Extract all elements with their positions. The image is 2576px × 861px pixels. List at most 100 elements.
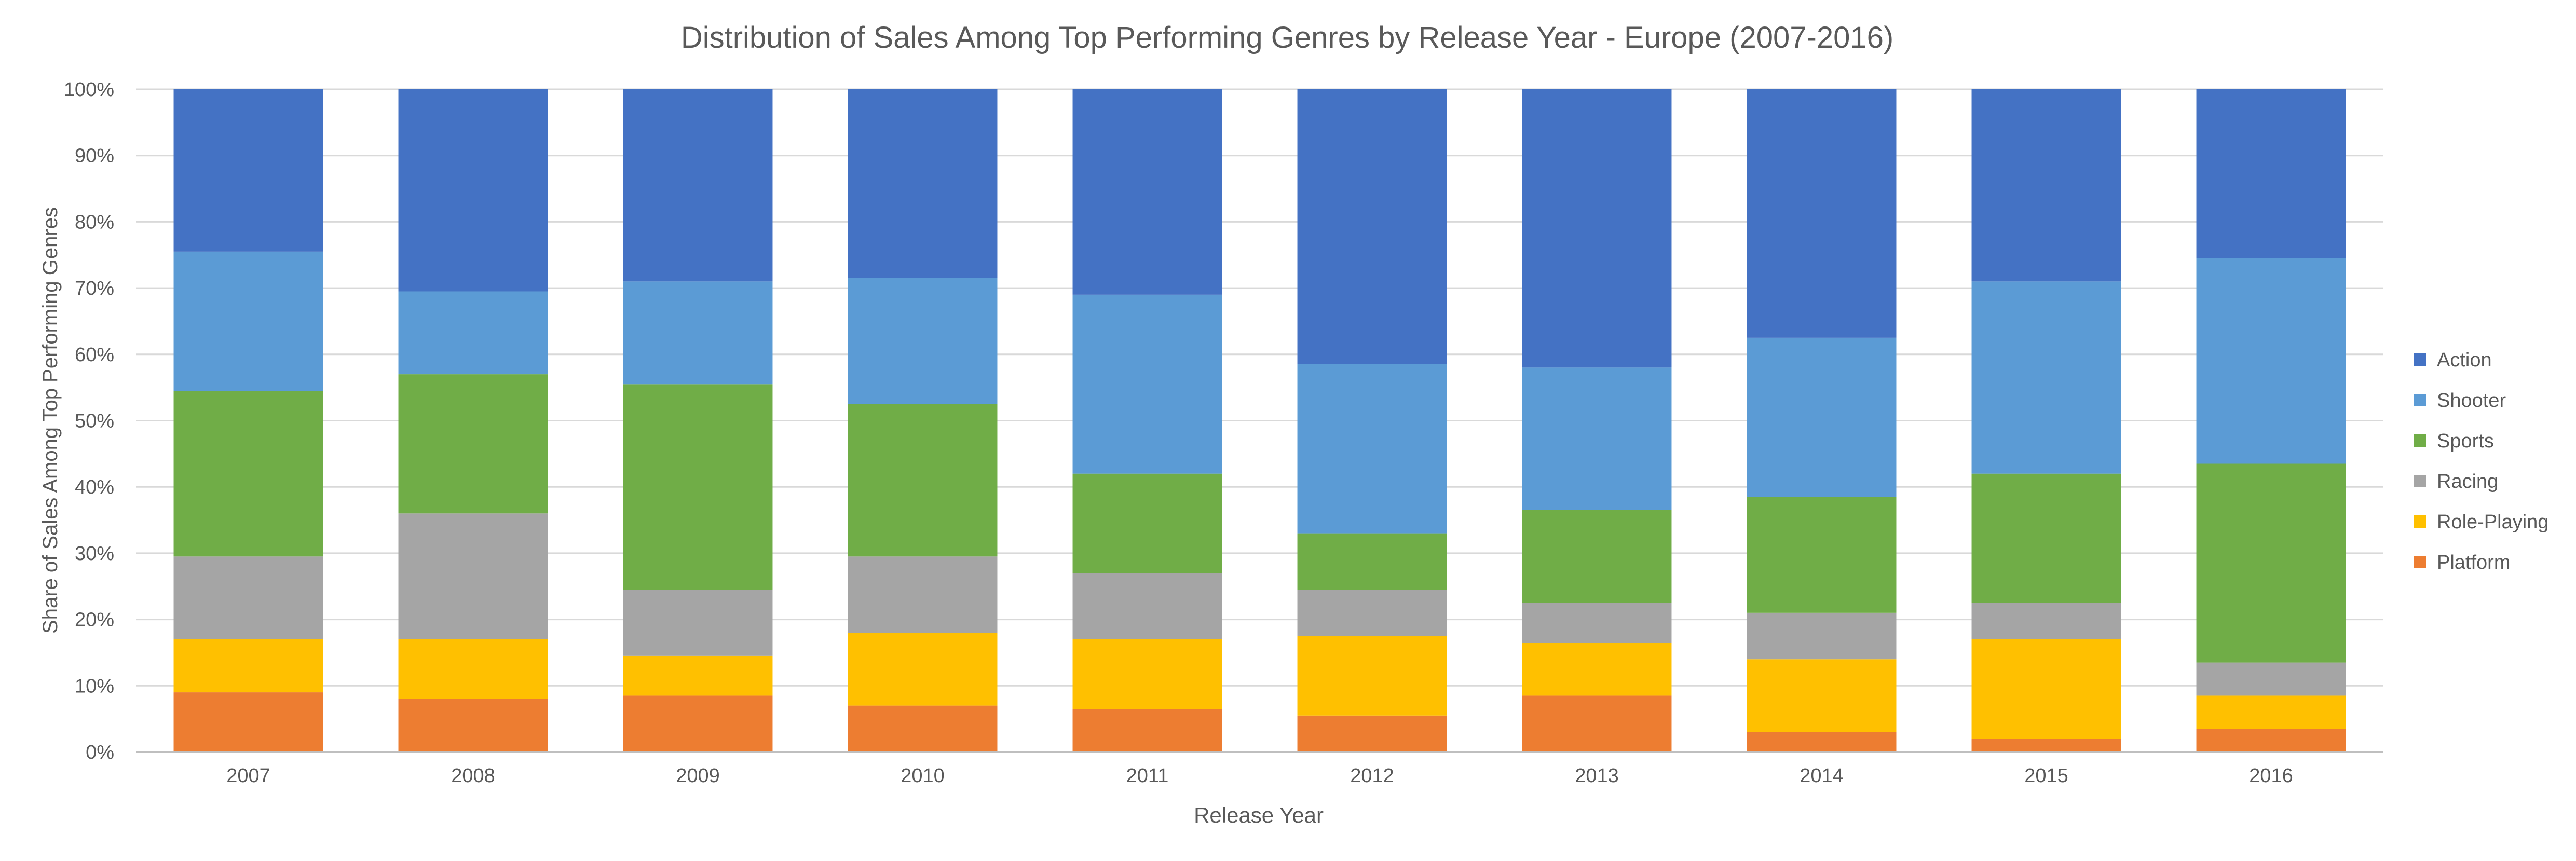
bar-segment-action-2016 <box>2196 89 2346 258</box>
bar-segment-shooter-2016 <box>2196 258 2346 464</box>
bar-segment-shooter-2012 <box>1297 364 1447 534</box>
bar-segment-racing-2007 <box>173 556 323 639</box>
bar-segment-sports-2014 <box>1747 497 1897 613</box>
y-tick-label: 80% <box>75 211 114 233</box>
bar-segment-shooter-2010 <box>848 278 998 404</box>
bar-segment-platform-2007 <box>173 692 323 752</box>
bar-segment-role-playing-2008 <box>398 639 548 699</box>
x-tick-label: 2013 <box>1575 765 1619 787</box>
bar-segment-platform-2008 <box>398 699 548 752</box>
bar-segment-role-playing-2011 <box>1072 639 1222 709</box>
bar-segment-role-playing-2010 <box>848 633 998 706</box>
bar-segment-racing-2012 <box>1297 590 1447 636</box>
bar-segment-platform-2013 <box>1522 695 1672 752</box>
bar-segment-shooter-2015 <box>1971 281 2121 474</box>
x-tick-label: 2012 <box>1350 765 1394 787</box>
bar-segment-action-2013 <box>1522 89 1672 368</box>
bar-segment-sports-2015 <box>1971 473 2121 603</box>
bar-segment-racing-2008 <box>398 513 548 639</box>
legend-label-role-playing: Role-Playing <box>2437 511 2548 533</box>
legend-swatch-sports <box>2414 434 2426 447</box>
legend-label-shooter: Shooter <box>2437 390 2506 412</box>
bar-segment-racing-2013 <box>1522 603 1672 643</box>
legend-label-platform: Platform <box>2437 552 2510 573</box>
y-tick-label: 50% <box>75 411 114 432</box>
legend-label-sports: Sports <box>2437 430 2494 452</box>
bar-segment-platform-2015 <box>1971 739 2121 752</box>
bar-segment-racing-2011 <box>1072 573 1222 639</box>
bar-segment-shooter-2009 <box>623 281 773 385</box>
x-tick-label: 2010 <box>901 765 945 787</box>
bar-segment-role-playing-2013 <box>1522 643 1672 696</box>
bar-segment-shooter-2013 <box>1522 367 1672 510</box>
bar-segment-sports-2013 <box>1522 510 1672 603</box>
x-tick-label: 2007 <box>226 765 270 787</box>
bar-segment-shooter-2008 <box>398 291 548 375</box>
bar-segment-sports-2010 <box>848 404 998 557</box>
legend-swatch-shooter <box>2414 394 2426 406</box>
bar-segment-sports-2011 <box>1072 473 1222 573</box>
legend: Action Shooter Sports Racing Role-Playing Pla… <box>2414 349 2548 573</box>
x-tick-label: 2015 <box>2024 765 2068 787</box>
y-tick-label: 60% <box>75 344 114 366</box>
bar-segment-role-playing-2016 <box>2196 695 2346 729</box>
bar-segment-sports-2009 <box>623 384 773 590</box>
legend-swatch-action <box>2414 353 2426 366</box>
bar-segment-racing-2016 <box>2196 662 2346 696</box>
y-tick-label: 40% <box>75 476 114 498</box>
bar-segment-action-2015 <box>1971 89 2121 282</box>
bar-segment-sports-2007 <box>173 391 323 557</box>
bar-segment-role-playing-2014 <box>1747 659 1897 732</box>
bars <box>173 89 2346 752</box>
y-axis-title: Share of Sales Among Top Performing Genr… <box>39 207 62 634</box>
bar-segment-sports-2016 <box>2196 463 2346 663</box>
bar-segment-action-2009 <box>623 89 773 282</box>
x-axis-title: Release Year <box>1194 803 1324 827</box>
bar-segment-action-2011 <box>1072 89 1222 295</box>
legend-swatch-platform <box>2414 556 2426 568</box>
bar-segment-role-playing-2012 <box>1297 636 1447 716</box>
legend-label-action: Action <box>2437 349 2492 371</box>
x-tick-label: 2008 <box>451 765 495 787</box>
bar-segment-platform-2016 <box>2196 729 2346 752</box>
bar-segment-racing-2010 <box>848 556 998 633</box>
legend-swatch-role-playing <box>2414 515 2426 528</box>
bar-segment-sports-2008 <box>398 374 548 514</box>
y-tick-label: 70% <box>75 278 114 299</box>
bar-segment-racing-2014 <box>1747 612 1897 660</box>
legend-label-racing: Racing <box>2437 471 2498 493</box>
y-tick-label: 10% <box>75 675 114 697</box>
y-tick-label: 0% <box>86 742 114 763</box>
bar-segment-shooter-2007 <box>173 251 323 391</box>
bar-segment-role-playing-2015 <box>1971 639 2121 739</box>
bar-segment-action-2010 <box>848 89 998 278</box>
bar-segment-platform-2010 <box>848 705 998 752</box>
bar-segment-platform-2011 <box>1072 708 1222 752</box>
bar-segment-platform-2014 <box>1747 732 1897 752</box>
bar-segment-platform-2012 <box>1297 715 1447 752</box>
y-tick-label: 100% <box>64 79 114 101</box>
bar-segment-shooter-2014 <box>1747 337 1897 497</box>
bar-segment-platform-2009 <box>623 695 773 752</box>
chart-title: Distribution of Sales Among Top Performi… <box>681 21 1893 54</box>
x-tick-label: 2011 <box>1126 765 1169 787</box>
bar-segment-action-2014 <box>1747 89 1897 338</box>
bar-segment-sports-2012 <box>1297 533 1447 590</box>
x-tick-label: 2014 <box>1800 765 1844 787</box>
y-tick-label: 20% <box>75 609 114 631</box>
x-axis-ticks: 2007 2008 2009 2010 2011 2012 2013 2014 2015 2016 <box>226 765 2293 787</box>
x-tick-label: 2009 <box>676 765 720 787</box>
legend-swatch-racing <box>2414 475 2426 487</box>
bar-segment-role-playing-2007 <box>173 639 323 693</box>
bar-segment-action-2008 <box>398 89 548 292</box>
bar-segment-action-2012 <box>1297 89 1447 364</box>
x-tick-label: 2016 <box>2249 765 2293 787</box>
bar-segment-action-2007 <box>173 89 323 252</box>
bar-segment-role-playing-2009 <box>623 655 773 696</box>
y-tick-label: 90% <box>75 145 114 167</box>
y-tick-label: 30% <box>75 543 114 565</box>
bar-segment-shooter-2011 <box>1072 294 1222 474</box>
